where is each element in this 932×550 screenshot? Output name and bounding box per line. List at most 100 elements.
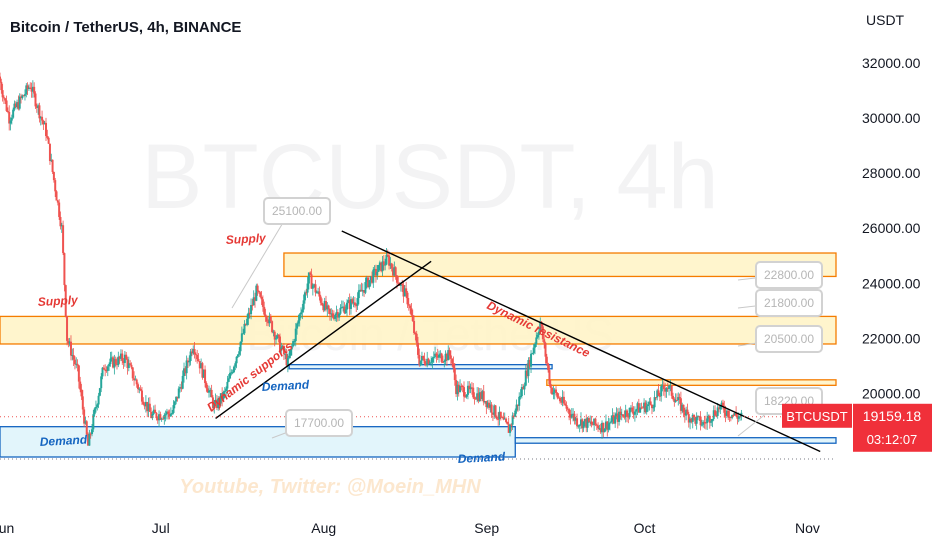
candle-body (395, 275, 398, 283)
candle-body (75, 363, 78, 365)
candle-body (724, 412, 727, 416)
candle-body (242, 333, 245, 335)
candle-body (323, 301, 326, 311)
candle-body (73, 359, 76, 365)
candle-body (664, 389, 667, 392)
candle-body (523, 385, 526, 390)
candle-body (169, 413, 172, 417)
candle-body (346, 302, 349, 310)
candle-body (411, 315, 414, 321)
candle-body (63, 253, 66, 286)
candle-body (370, 276, 373, 283)
callout-value: 17700.00 (294, 416, 344, 430)
y-tick-label: 28000.00 (862, 165, 921, 181)
candle-body (0, 81, 3, 91)
candle-body (297, 320, 300, 324)
candle-body (302, 300, 305, 310)
watermark-footer: Youtube, Twitter: @Moein_MHN (179, 476, 481, 498)
candle-body (593, 418, 596, 426)
candle-body (56, 200, 59, 203)
candle-body (256, 285, 259, 292)
candle-body (451, 358, 454, 364)
candle-body (423, 358, 426, 364)
candle-body (436, 355, 439, 358)
candle-body (310, 274, 313, 289)
candle-body (464, 396, 467, 398)
candle-body (127, 363, 130, 368)
candle-body (296, 323, 299, 329)
candle-body (42, 120, 45, 125)
candle-body (548, 370, 551, 385)
candle-body (506, 421, 509, 425)
candle-body (22, 95, 25, 97)
candle-body (340, 307, 343, 309)
candle-body (118, 356, 121, 359)
candle-body (622, 414, 625, 417)
y-tick-label: 32000.00 (862, 55, 921, 71)
candle-body (361, 290, 364, 292)
candle-body (46, 136, 49, 138)
candle-body (265, 317, 268, 322)
candle-body (585, 418, 588, 428)
candle-body (357, 290, 360, 299)
candle-body (150, 411, 153, 419)
candle-body (614, 416, 617, 424)
candle-body (139, 388, 142, 391)
price-unit-label: USDT (866, 12, 905, 28)
candle-body (376, 271, 379, 276)
candle-body (119, 353, 122, 359)
candle-body (322, 304, 325, 311)
candle-body (198, 361, 201, 369)
candle-body (687, 414, 690, 423)
candle-body (677, 397, 680, 401)
candle-body (121, 353, 124, 361)
candle-body (331, 313, 334, 317)
candle-body (189, 351, 192, 361)
candle-body (94, 407, 97, 409)
candle-body (624, 410, 627, 417)
candle-body (257, 291, 260, 293)
candle-body (702, 422, 705, 425)
candle-body (281, 346, 284, 348)
candle-body (227, 378, 230, 382)
candle-body (351, 299, 354, 303)
candle-body (135, 379, 138, 385)
candle-body (668, 385, 671, 389)
candle-body (660, 386, 663, 397)
candle-body (490, 404, 493, 413)
candle-body (177, 388, 180, 399)
annotation-label: Supply (37, 293, 79, 309)
candle-body (552, 392, 555, 395)
candle-body (16, 102, 19, 108)
candle-body (67, 340, 70, 344)
candle-body (33, 86, 36, 94)
candle-body (666, 387, 669, 389)
candle-body (272, 331, 275, 333)
candle-body (271, 321, 274, 333)
candle-body (435, 353, 438, 356)
candle-body (239, 341, 242, 352)
candle-body (644, 402, 647, 413)
candle-body (654, 397, 657, 399)
candle-body (179, 387, 182, 389)
candle-body (307, 272, 310, 284)
candle-body (194, 354, 197, 356)
candle-body (633, 411, 636, 415)
candle-body (38, 105, 41, 119)
candle-body (650, 404, 653, 409)
candle-body (305, 292, 308, 294)
candle-body (457, 384, 460, 393)
candle-body (487, 402, 490, 408)
candle-body (255, 285, 258, 301)
candle-body (269, 316, 272, 322)
candle-body (211, 397, 214, 409)
candle-body (367, 277, 370, 288)
watermark-ticker: BTCUSDT, 4h (141, 126, 719, 228)
candle-body (327, 305, 330, 309)
candle-body (576, 418, 579, 427)
callout-value: 25100.00 (272, 204, 322, 218)
candle-body (181, 375, 184, 389)
candle-body (573, 413, 576, 421)
candle-body (665, 387, 668, 392)
